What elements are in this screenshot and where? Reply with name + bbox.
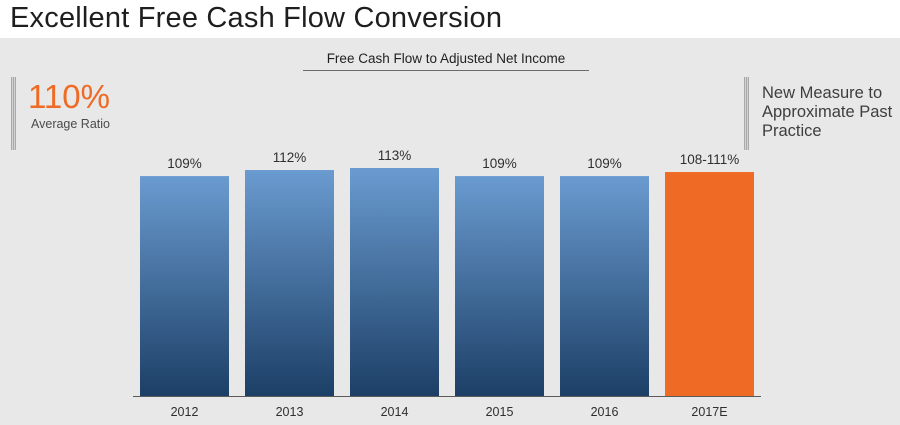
bar-2012	[140, 176, 229, 396]
data-label-2012: 109%	[167, 156, 202, 171]
average-ratio-label: Average Ratio	[31, 117, 110, 131]
x-tick-label-2012: 2012	[171, 405, 199, 419]
note-accent-bar	[744, 77, 749, 150]
bar-2015	[455, 176, 544, 396]
data-label-2013: 112%	[273, 150, 307, 165]
x-tick-label-2014: 2014	[381, 405, 409, 419]
new-measure-note: New Measure to Approximate Past Practice	[762, 84, 893, 140]
x-tick-label-2015: 2015	[486, 405, 514, 419]
average-ratio-value: 110%	[28, 78, 110, 115]
data-label-2015: 109%	[482, 156, 517, 171]
x-tick-label-2013: 2013	[276, 405, 304, 419]
data-label-2014: 113%	[378, 148, 412, 163]
bar-2014	[350, 168, 439, 396]
bar-2016	[560, 176, 649, 396]
x-tick-label-2017e: 2017E	[691, 405, 727, 419]
data-label-2016: 109%	[587, 156, 622, 171]
x-tick-label-2016: 2016	[591, 405, 619, 419]
data-label-2017e: 108-111%	[680, 152, 740, 167]
page-title: Excellent Free Cash Flow Conversion	[10, 2, 503, 34]
bar-2017e	[665, 172, 754, 396]
bar-2013	[245, 170, 334, 396]
average-callout-accent-bar	[11, 77, 16, 150]
chart-title: Free Cash Flow to Adjusted Net Income	[303, 51, 589, 71]
